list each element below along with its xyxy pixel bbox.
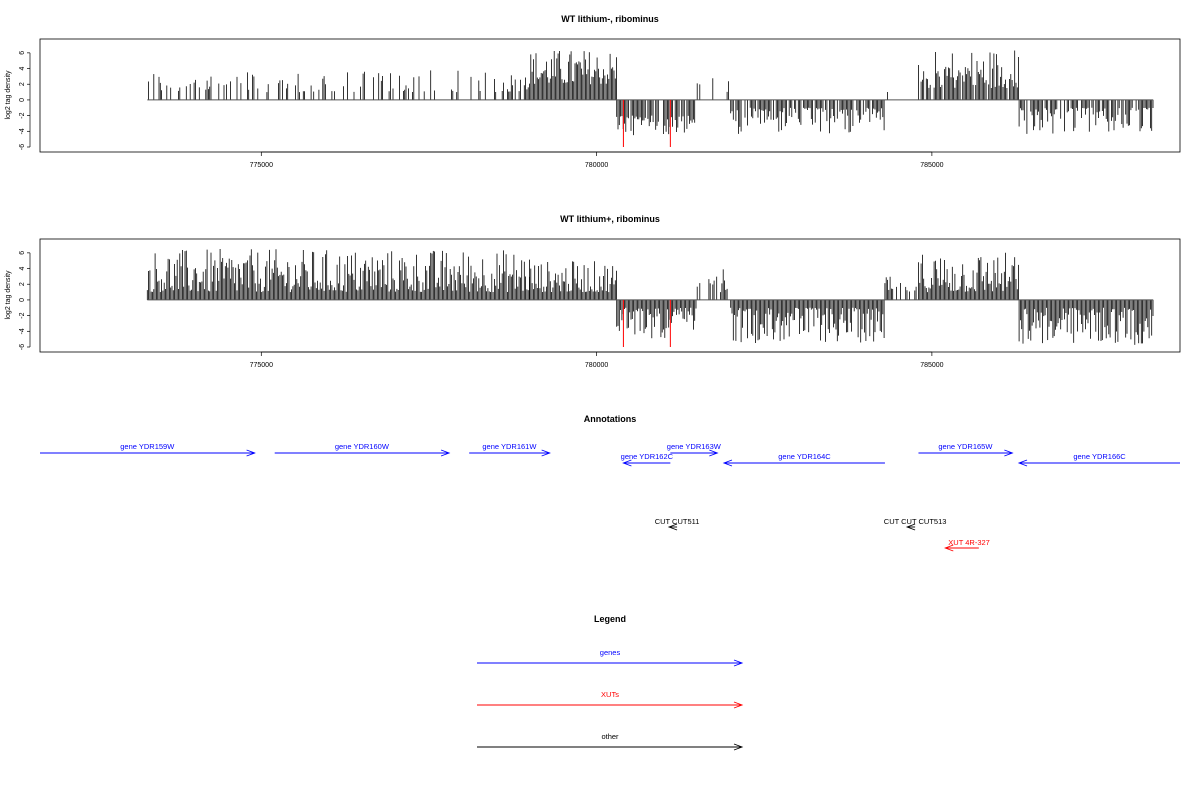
y-tick-label: 0 (19, 98, 26, 102)
annotations-title: Annotations (584, 414, 637, 424)
y-tick-label: -2 (19, 112, 26, 118)
y-tick-label: -4 (19, 128, 26, 134)
annotations-panel: Annotations gene YDR159W gene YDR160W gene… (40, 414, 1180, 552)
y-tick-label: -6 (19, 144, 26, 150)
x-tick-label: 775000 (250, 362, 273, 369)
gene-arrow (622, 459, 671, 467)
other-arrow (905, 523, 916, 531)
legend: Legend genes XUTs other (477, 614, 744, 751)
y-tick-label: -6 (19, 344, 26, 350)
gene-label: gene YDR161W (482, 442, 537, 451)
legend-arrow (477, 659, 744, 667)
gene-arrow (40, 449, 256, 457)
annotation-features: gene YDR159W gene YDR160W gene YDR161W gene… (40, 442, 1180, 552)
arrow-head (1004, 449, 1014, 457)
legend-entry-other: other (477, 732, 744, 751)
x-tick-label: 780000 (585, 362, 608, 369)
y-tick-label: 2 (19, 282, 26, 286)
arrow-head (1017, 459, 1028, 467)
gene-arrow (670, 449, 719, 457)
legend-label: XUTs (601, 690, 619, 699)
gene-label: gene YDR165W (938, 442, 993, 451)
legend-entry-xuts: XUTs (477, 690, 744, 709)
gene-arrow (469, 449, 551, 457)
legend-title: Legend (594, 614, 626, 624)
legend-entry-genes: genes (477, 648, 744, 667)
signal-bars (147, 50, 1154, 147)
xut-arrow (944, 544, 979, 552)
arrow-head (541, 449, 551, 457)
arrow-head (440, 449, 451, 457)
x-tick-label: 780000 (585, 162, 608, 169)
gene-label: gene YDR166C (1073, 452, 1126, 461)
legend-label: other (601, 732, 619, 741)
x-tick-label: 775000 (250, 162, 273, 169)
y-axis: -6 -4 -2 0 2 4 6 (19, 51, 31, 150)
other-label: CUT CUT511 (655, 517, 700, 526)
x-axis: 775000 780000 785000 (250, 351, 944, 369)
gene-label: gene YDR159W (120, 442, 175, 451)
xut-label: XUT 4R-327 (948, 538, 990, 547)
y-tick-label: 4 (19, 266, 26, 270)
y-tick-label: 0 (19, 298, 26, 302)
x-tick-label: 785000 (920, 162, 943, 169)
y-axis: -6 -4 -2 0 2 4 6 (19, 251, 31, 350)
arrow-head (246, 449, 256, 457)
x-tick-label: 785000 (920, 362, 943, 369)
gene-label: gene YDR163W (667, 442, 722, 451)
y-tick-label: -4 (19, 328, 26, 334)
y-tick-label: 6 (19, 251, 26, 255)
panel-title: WT lithium+, ribominus (560, 214, 660, 224)
legend-items: genes XUTs other (477, 648, 744, 751)
gene-arrow (274, 449, 451, 457)
gene-arrow (918, 449, 1014, 457)
other-label: CUT CUT CUT513 (884, 517, 947, 526)
panel-title: WT lithium-, ribominus (561, 14, 659, 24)
arrow-head (622, 459, 632, 467)
gene-label: gene YDR164C (778, 452, 831, 461)
gene-label: gene YDR160W (335, 442, 390, 451)
legend-label: genes (600, 648, 621, 657)
arrow-head (733, 701, 744, 709)
track-panel-lithium-plus: WT lithium+, ribominus log2 tag density … (5, 214, 1181, 369)
legend-arrow (477, 743, 744, 751)
arrow-head (709, 449, 719, 457)
y-tick-label: 2 (19, 82, 26, 86)
x-axis: 775000 780000 785000 (250, 151, 944, 169)
y-axis-label: log2 tag density (5, 70, 12, 120)
other-arrow (667, 523, 678, 531)
arrow-head (733, 659, 744, 667)
gene-arrow (722, 459, 885, 467)
y-axis-label: log2 tag density (5, 270, 12, 320)
arrow-head (944, 544, 954, 552)
gene-arrow (1017, 459, 1180, 467)
y-tick-label: 6 (19, 51, 26, 55)
arrow-head (722, 459, 733, 467)
legend-arrow (477, 701, 744, 709)
signal-bars (146, 248, 1154, 347)
track-panel-lithium-minus: WT lithium-, ribominus log2 tag density … (5, 14, 1181, 169)
y-tick-label: -2 (19, 312, 26, 318)
gene-label: gene YDR162C (621, 452, 674, 461)
arrow-head (905, 523, 916, 531)
arrow-head (733, 743, 744, 751)
arrow-head (667, 523, 678, 531)
y-tick-label: 4 (19, 66, 26, 70)
